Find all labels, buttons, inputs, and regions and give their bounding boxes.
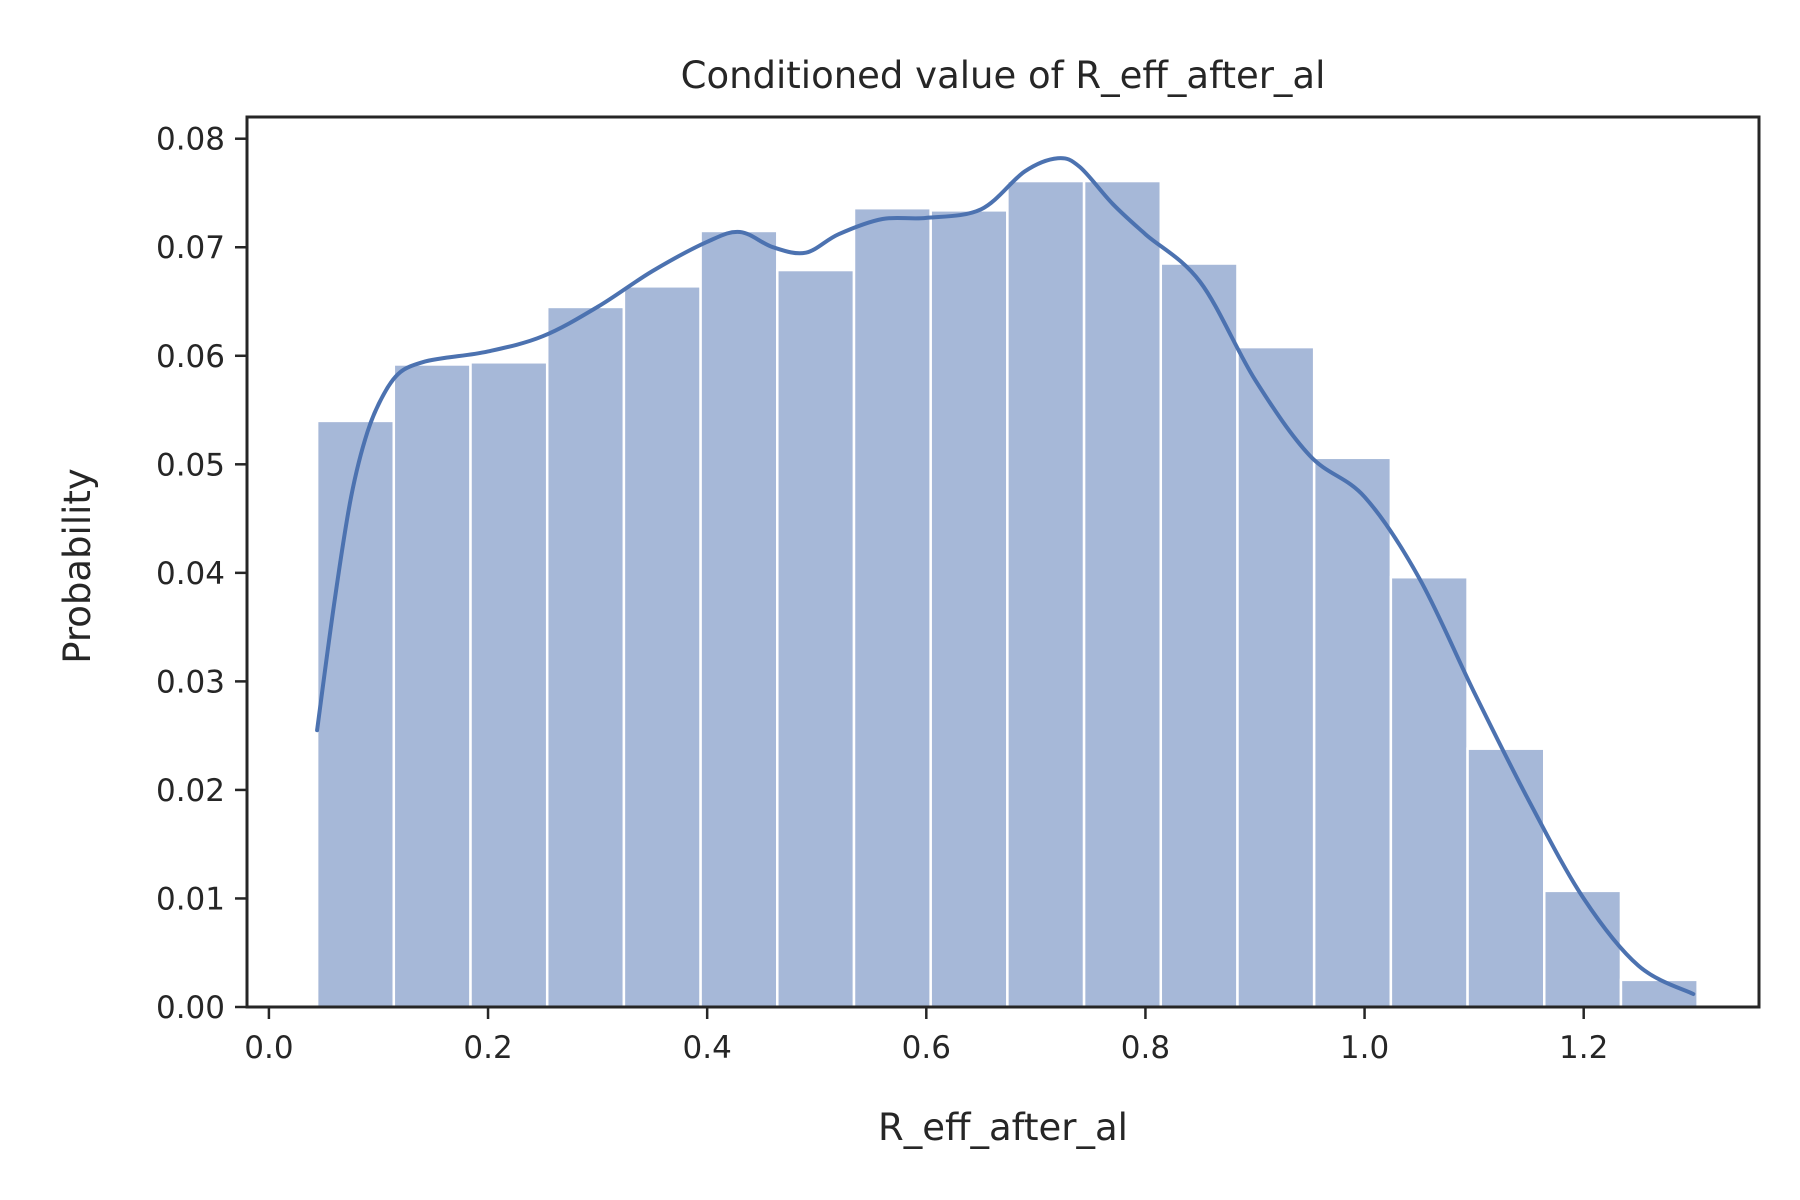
x-tick-label: 0.4: [683, 1030, 732, 1066]
chart-title: Conditioned value of R_eff_after_al: [681, 54, 1326, 97]
y-tick-label: 0.08: [156, 122, 225, 158]
y-tick-label: 0.03: [156, 664, 225, 700]
histogram-bar-16: [1543, 889, 1623, 1009]
x-tick-label: 0.6: [902, 1030, 951, 1066]
histogram-bar-4: [622, 285, 702, 1009]
x-tick-label: 0.8: [1121, 1030, 1170, 1066]
y-tick-label: 0.02: [156, 773, 225, 809]
histogram-bar-13: [1312, 456, 1393, 1009]
histogram-bar-2: [469, 361, 549, 1009]
histogram-bar-0: [315, 419, 396, 1009]
y-tick-label: 0.04: [156, 556, 225, 592]
histogram-bar-12: [1236, 345, 1316, 1009]
histogram-bar-10: [1082, 179, 1163, 1009]
histogram-bar-9: [1006, 179, 1086, 1009]
histogram-bar-1: [392, 363, 472, 1009]
histogram-bar-14: [1389, 575, 1469, 1009]
x-tick-label: 1.0: [1340, 1030, 1389, 1066]
y-tick-label: 0.05: [156, 447, 225, 483]
y-axis-title: Probability: [56, 468, 99, 664]
bars-layer: [315, 179, 1699, 1009]
x-tick-label: 0.2: [463, 1030, 512, 1066]
histogram-bar-6: [776, 268, 856, 1009]
x-tick-label: 0.0: [244, 1030, 293, 1066]
kde-layer: [315, 156, 1696, 996]
x-axis: 0.0 0.2 0.4 0.6 0.8 1.0 1.2: [244, 1007, 1608, 1066]
y-axis: 0.00 0.01 0.02 0.03 0.04 0.05 0.06 0.07 0.08: [156, 122, 247, 1026]
histogram-bar-8: [929, 209, 1009, 1009]
histogram-bar-17: [1619, 978, 1699, 1009]
plot-frame: [245, 115, 1761, 1009]
y-tick-label: 0.06: [156, 339, 225, 375]
histogram-bar-3: [545, 305, 626, 1009]
y-tick-label: 0.01: [156, 881, 225, 917]
histogram-bar-11: [1159, 262, 1239, 1009]
histogram-bar-5: [699, 229, 779, 1009]
histogram-bar-15: [1466, 747, 1546, 1009]
x-axis-title: R_eff_after_al: [878, 1106, 1128, 1149]
y-tick-label: 0.07: [156, 230, 225, 266]
kde-line: [315, 156, 1696, 996]
y-tick-label: 0.00: [156, 990, 225, 1026]
histogram-bar-7: [852, 206, 932, 1009]
x-tick-label: 1.2: [1559, 1030, 1608, 1066]
